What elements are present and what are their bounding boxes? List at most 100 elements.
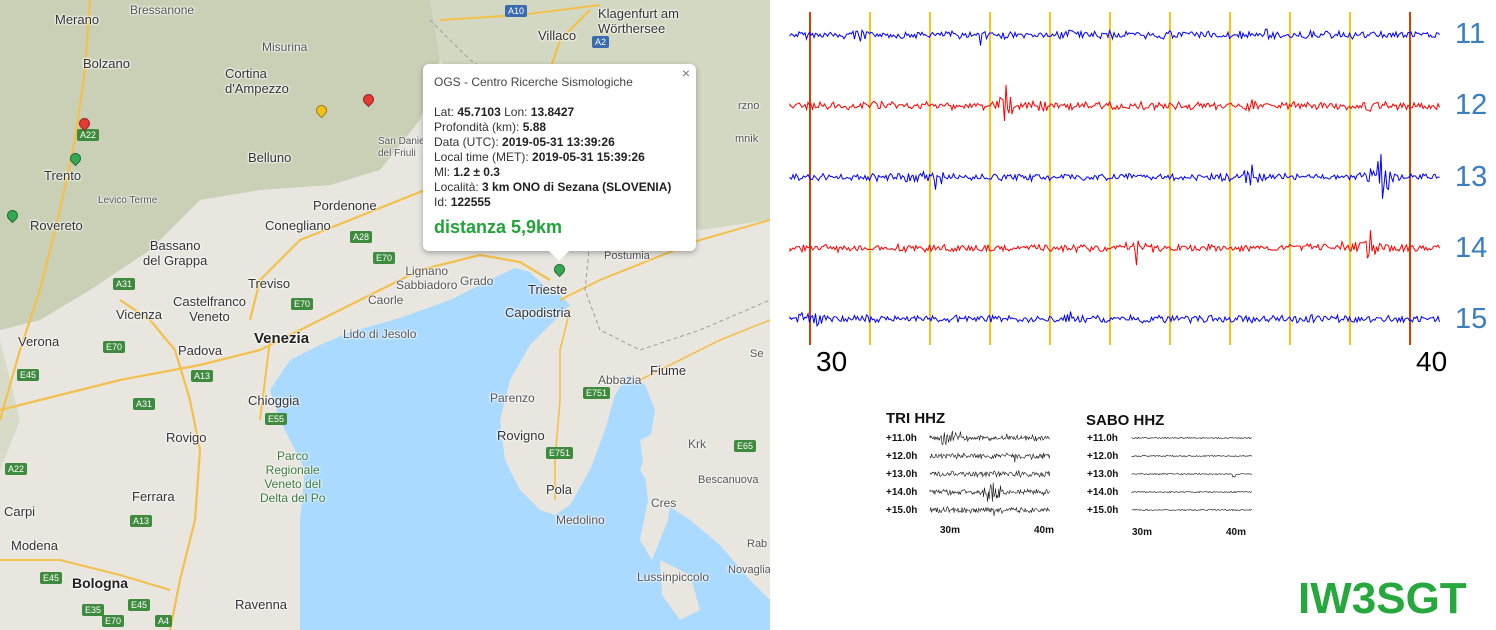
seismic-trace xyxy=(789,84,1440,122)
place-label: Bescanuova xyxy=(698,474,759,486)
place-label: Merano xyxy=(55,12,100,27)
popup-local-row: Local time (MET): 2019-05-31 15:39:26 xyxy=(434,150,671,165)
place-label: Parco Regionale Veneto del Delta del Po xyxy=(260,449,326,505)
popup-loc-row: Località: 3 km ONO di Sezana (SLOVENIA) xyxy=(434,180,671,195)
place-label: Rovereto xyxy=(30,218,83,233)
road-shield: A4 xyxy=(155,615,173,627)
panel-title-sabo: SABO HHZ xyxy=(1086,412,1165,429)
callsign: IW3SGT xyxy=(1298,574,1467,623)
hour-label: +14.0h xyxy=(1087,487,1119,498)
place-label: Treviso xyxy=(248,276,291,291)
place-label: Bolzano xyxy=(83,56,130,71)
mini-trace xyxy=(929,470,1051,479)
local-label: Local time (MET): xyxy=(434,150,529,164)
utc-label: Data (UTC): xyxy=(434,135,499,149)
road-shield: E70 xyxy=(291,298,314,310)
map-panel[interactable]: Bressanone Merano Bolzano Misurina Corti… xyxy=(0,0,770,630)
popup-tail xyxy=(549,251,569,261)
depth-label: Profondità (km): xyxy=(434,120,520,134)
place-label: Belluno xyxy=(248,150,292,165)
mini-trace xyxy=(1131,472,1253,478)
place-label: Parenzo xyxy=(490,391,535,405)
hour-label: +12.0h xyxy=(1087,451,1119,462)
popup-ml-row: Ml: 1.2 ± 0.3 xyxy=(434,165,671,180)
road-shield: A10 xyxy=(505,5,528,17)
place-label: Levico Terme xyxy=(98,195,158,206)
place-label: Bressanone xyxy=(130,3,195,17)
road-shield: E45 xyxy=(17,369,40,381)
mini-trace xyxy=(1131,454,1253,458)
place-label: Krk xyxy=(688,437,706,451)
mini-trace xyxy=(929,482,1051,502)
xtick-label: 40m xyxy=(1226,527,1247,538)
place-label: Pola xyxy=(546,482,573,497)
place-label: Castelfranco Veneto xyxy=(173,294,246,324)
seismic-trace xyxy=(789,230,1440,266)
place-label: Fiume xyxy=(650,363,687,378)
hour-label: +13.0h xyxy=(886,469,918,480)
popup-utc-row: Data (UTC): 2019-05-31 13:39:26 xyxy=(434,135,671,150)
road-shield: E45 xyxy=(40,572,63,584)
road-shield: E35 xyxy=(82,604,105,616)
place-label: Modena xyxy=(11,538,58,553)
lat-value: 45.7103 xyxy=(457,105,501,119)
place-label: Misurina xyxy=(262,40,308,54)
place-label: Caorle xyxy=(368,293,404,307)
road-shield: E751 xyxy=(546,447,574,459)
place-label: Klagenfurt am Wörthersee xyxy=(598,6,679,36)
place-label: Cres xyxy=(651,496,677,510)
hour-label: +15.0h xyxy=(1087,505,1119,516)
place-label: Postumia xyxy=(604,250,650,262)
popup-id-row: Id: 122555 xyxy=(434,195,671,210)
mini-trace xyxy=(1131,508,1253,512)
helicorder-panel: 11 12 13 14 15 30 40 TRI HHZ SABO HHZ +1… xyxy=(770,0,1496,630)
channel-label: 15 xyxy=(1455,303,1488,335)
id-label: Id: xyxy=(434,195,448,209)
ml-value: 1.2 ± 0.3 xyxy=(453,165,500,179)
popup-details: Lat: 45.7103 Lon: 13.8427 Profondità (km… xyxy=(434,105,671,210)
close-icon[interactable]: × xyxy=(681,65,690,81)
lat-label: Lat: xyxy=(434,105,455,119)
panel-title-tri: TRI HHZ xyxy=(886,410,946,427)
place-label: Lussinpiccolo xyxy=(637,570,710,584)
seismic-trace xyxy=(789,154,1440,199)
road-shield: E751 xyxy=(583,387,611,399)
hour-label: +14.0h xyxy=(886,487,918,498)
place-label: Pordenone xyxy=(313,198,377,213)
hour-label: +11.0h xyxy=(886,433,917,444)
seismic-trace xyxy=(789,28,1440,46)
place-label: Verona xyxy=(18,334,60,349)
mini-trace xyxy=(929,430,1051,446)
hour-label: +12.0h xyxy=(886,451,918,462)
road-shield: E70 xyxy=(373,252,396,264)
xtick-label: 30m xyxy=(1132,527,1153,538)
place-label: Trieste xyxy=(528,282,568,297)
place-label: Conegliano xyxy=(265,218,331,233)
channel-label: 13 xyxy=(1455,161,1488,193)
place-label: Grado xyxy=(460,274,494,288)
road-shield: E70 xyxy=(103,341,126,353)
place-label: Villaco xyxy=(538,28,577,43)
place-label: Trento xyxy=(44,168,82,183)
popup-latlon-row: Lat: 45.7103 Lon: 13.8427 xyxy=(434,105,671,120)
place-label: Carpi xyxy=(4,504,36,519)
road-shield: A2 xyxy=(592,36,610,48)
channel-label: 12 xyxy=(1455,89,1488,121)
depth-value: 5.88 xyxy=(522,120,547,134)
mini-trace xyxy=(929,452,1051,463)
place-label: San Daniele del Friuli xyxy=(378,136,433,159)
place-label: Rovigo xyxy=(166,430,207,445)
road-shield: A31 xyxy=(113,278,136,290)
mini-trace xyxy=(1131,490,1253,494)
popup-source: OGS - Centro Ricerche Sismologiche xyxy=(434,75,633,89)
place-label: mnik xyxy=(735,133,759,145)
place-label: Ferrara xyxy=(132,489,175,504)
place-label: Rab xyxy=(747,538,768,550)
place-label: Venezia xyxy=(254,330,310,347)
mini-trace xyxy=(1131,436,1253,440)
local-value: 2019-05-31 15:39:26 xyxy=(532,150,645,164)
hour-label: +11.0h xyxy=(1087,433,1118,444)
mini-trace xyxy=(929,506,1051,516)
popup-distance: distanza 5,9km xyxy=(434,217,563,237)
road-shield: E55 xyxy=(265,413,288,425)
